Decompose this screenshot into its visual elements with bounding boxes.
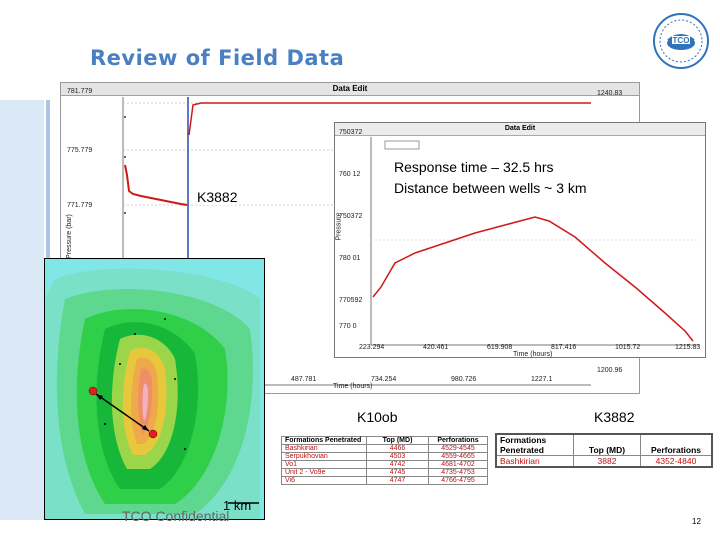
contour-map-graphic <box>45 259 264 519</box>
main-curve-top <box>188 102 591 136</box>
inset-x-tick: 420.461 <box>423 344 449 351</box>
header-perforations: Perforations <box>428 436 488 445</box>
cell-top: 4466 <box>366 444 429 453</box>
cell-top: 3882 <box>573 455 641 468</box>
svg-text:TCO: TCO <box>673 36 690 45</box>
inset-y-tick: 780 01 <box>339 255 361 262</box>
formations-table-k3882: Formations Penetrated Top (MD) Perforati… <box>495 433 713 468</box>
inset-y-tick: 770 0 <box>339 323 357 330</box>
cell-top: 4503 <box>366 452 429 461</box>
inset-y-label: Pressure <box>335 212 343 241</box>
inset-y-tick: 750372 <box>339 129 363 136</box>
callout-distance: Distance between wells ~ 3 km <box>394 180 587 196</box>
well-marker-k3882 <box>148 429 158 439</box>
main-x-tick: 734.254 <box>371 376 397 383</box>
well-marker-k10ob <box>88 386 98 396</box>
inset-pressure-plot <box>370 137 699 346</box>
inset-y-tick: 770592 <box>339 297 363 304</box>
tco-logo-icon: TCO <box>653 13 709 69</box>
left-accent-bar <box>0 100 44 520</box>
cell-perf: 4559-4665 <box>428 452 488 461</box>
map-scale-label: 1 km <box>223 498 252 513</box>
main-right-top-value: 1240.83 <box>597 90 623 97</box>
header-top-md: Top (MD) <box>366 436 429 445</box>
main-x-tick: 980.726 <box>451 376 477 383</box>
inset-x-tick: 223.294 <box>359 344 385 351</box>
main-y-tick: 771.779 <box>67 202 93 209</box>
inset-y-tick: 750372 <box>339 213 363 220</box>
inset-x-tick: 817.416 <box>551 344 577 351</box>
cell-formation: Serpukhovian <box>281 452 367 461</box>
cell-perf: 4766-4795 <box>428 476 488 485</box>
cell-top: 4745 <box>366 468 429 477</box>
cell-top: 4747 <box>366 476 429 485</box>
cell-perf: 4529-4545 <box>428 444 488 453</box>
cell-perf: 4352-4840 <box>640 455 713 468</box>
main-x-label: Time (hours) <box>333 383 373 390</box>
inset-x-label: Time (hours) <box>513 351 553 358</box>
page-number: 12 <box>692 517 701 526</box>
header-perforations: Perforations <box>640 433 713 456</box>
inset-x-tick: 1015.72 <box>615 344 641 351</box>
confidential-footer: TCO Confidential <box>122 508 230 524</box>
table-row: Bashkirian 4466 4529-4545 <box>281 444 488 453</box>
main-x-tick: 487.781 <box>291 376 317 383</box>
response-callout: Response time – 32.5 hrs Distance betwee… <box>394 157 587 199</box>
header-formations: Formations Penetrated <box>495 433 574 456</box>
cell-formation: Bashkirian <box>281 444 367 453</box>
table-row: Vo1 4742 4681-4702 <box>281 460 488 469</box>
main-x-tick: 1227.1 <box>531 376 553 383</box>
cell-formation: Bashkirian <box>495 455 574 468</box>
well-label-k10ob: K10ob <box>357 409 398 425</box>
slide-title: Review of Field Data <box>90 46 345 70</box>
cell-formation: Unit 2 - Vo9e <box>281 468 367 477</box>
main-right-bottom-value: 1200.96 <box>597 367 623 374</box>
main-y-tick: 775.779 <box>67 147 93 154</box>
inset-response-curve <box>372 216 694 342</box>
formations-table-k10ob: Formations Penetrated Top (MD) Perforati… <box>281 436 488 485</box>
cell-top: 4742 <box>366 460 429 469</box>
inset-window-titlebar: Data Edit <box>335 123 705 136</box>
contour-map <box>44 258 265 520</box>
cell-perf: 4735-4753 <box>428 468 488 477</box>
callout-response-time: Response time – 32.5 hrs <box>394 159 554 175</box>
table-row: Serpukhovian 4503 4559-4665 <box>281 452 488 461</box>
cell-formation: Vo1 <box>281 460 367 469</box>
main-window-titlebar: Data Edit <box>61 83 639 96</box>
main-curve-early <box>124 164 188 206</box>
inset-x-tick: 1215.83 <box>675 344 701 351</box>
main-y-label: Pressure (bar) <box>65 214 73 259</box>
inset-y-tick: 760 12 <box>339 171 361 178</box>
inset-data-edit-window: Data Edit 750372 760 12 750372 780 01 77… <box>334 122 706 358</box>
well-label-k3882-chart: K3882 <box>196 189 239 205</box>
table-row: Bashkirian 3882 4352-4840 <box>495 455 713 468</box>
inset-x-tick: 619.908 <box>487 344 513 351</box>
table-header-row: Formations Penetrated Top (MD) Perforati… <box>495 433 713 456</box>
table-row: Unit 2 - Vo9e 4745 4735-4753 <box>281 468 488 477</box>
header-formations: Formations Penetrated <box>281 436 367 445</box>
well-label-k3882: K3882 <box>594 409 635 425</box>
table-header-row: Formations Penetrated Top (MD) Perforati… <box>281 436 488 445</box>
main-y-tick: 781.779 <box>67 88 93 95</box>
header-top-md: Top (MD) <box>573 433 641 456</box>
cell-perf: 4681-4702 <box>428 460 488 469</box>
cell-formation: Vi6 <box>281 476 367 485</box>
table-row: Vi6 4747 4766-4795 <box>281 476 488 485</box>
